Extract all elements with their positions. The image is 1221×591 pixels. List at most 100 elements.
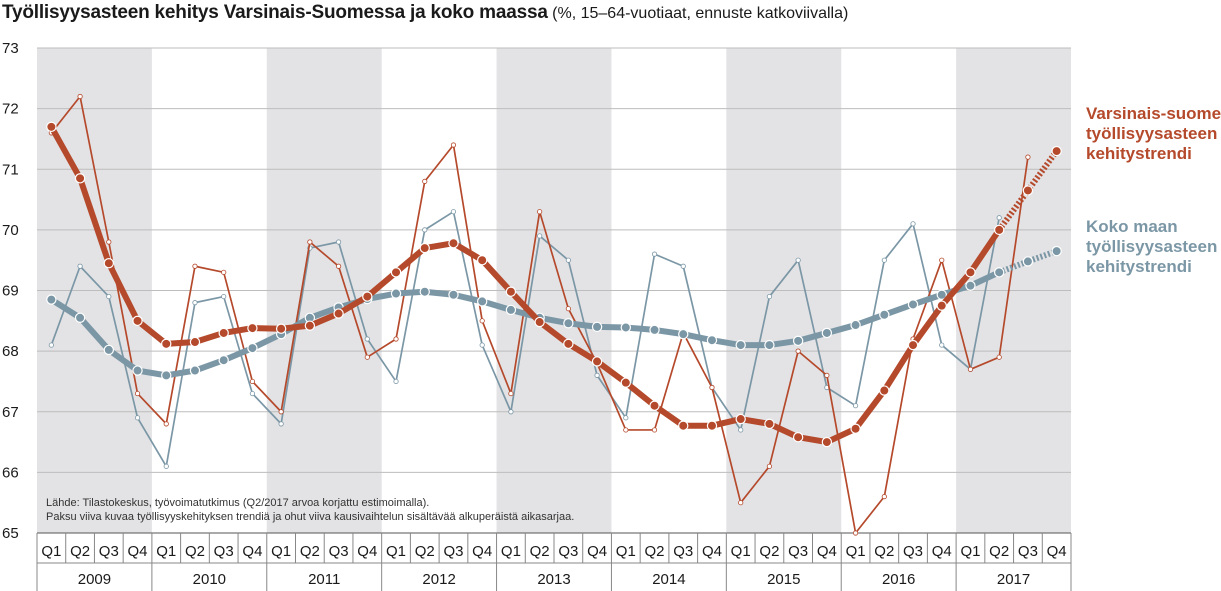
series-point-original-3-31 — [939, 342, 945, 348]
series-point-trend-2-6 — [218, 355, 229, 366]
x-tick-quarter-2010-Q4: Q4 — [242, 543, 262, 560]
x-tick-quarter-2016-Q2: Q2 — [874, 543, 894, 560]
series-point-original-3-17 — [537, 233, 543, 239]
series-point-original-3-22 — [680, 263, 686, 269]
x-tick-quarter-2012-Q2: Q2 — [415, 543, 435, 560]
series-point-trend-2-25 — [764, 339, 775, 351]
series-point-trend-0-2 — [103, 258, 115, 269]
series-point-original-3-1 — [77, 263, 83, 269]
x-tick-quarter-2016-Q4: Q4 — [932, 543, 952, 560]
series-point-original-1-32 — [967, 366, 974, 372]
series-point-trend-2-35 — [1051, 245, 1062, 257]
series-point-original-3-19 — [594, 372, 600, 378]
x-tick-quarter-2016-Q1: Q1 — [846, 543, 866, 560]
x-tick-quarter-2015-Q1: Q1 — [731, 543, 751, 560]
series-point-original-1-14 — [450, 142, 457, 148]
series-point-original-1-31 — [939, 257, 945, 263]
title-subtitle: (%, 15–64-vuotiaat, ennuste katkoviivall… — [552, 5, 849, 22]
series-point-original-1-26 — [795, 348, 801, 354]
series-point-trend-0-3 — [132, 315, 143, 327]
legend-kokomaa-trend: Koko maan työllisyysasteen kehitystrendi — [1086, 217, 1217, 277]
source-note: Lähde: Tilastokeskus, työvoimatutkimus (… — [46, 496, 574, 524]
series-point-trend-2-1 — [74, 312, 86, 323]
x-tick-quarter-2010-Q3: Q3 — [214, 543, 234, 560]
series-point-original-3-12 — [393, 378, 399, 385]
series-point-original-1-28 — [852, 530, 859, 536]
series-point-original-3-13 — [422, 227, 428, 233]
x-tick-quarter-2017-Q3: Q3 — [1018, 543, 1038, 560]
y-tick-label-65: 65 — [2, 525, 19, 542]
x-tick-year-2017: 2017 — [997, 571, 1030, 588]
series-point-trend-0-20 — [620, 377, 632, 388]
series-point-original-1-12 — [393, 336, 399, 342]
series-point-trend-2-19 — [591, 321, 603, 333]
series-point-trend-0-15 — [476, 254, 488, 266]
series-point-original-1-2 — [106, 239, 112, 245]
series-point-original-1-23 — [709, 384, 715, 391]
y-tick-label-73: 73 — [2, 40, 19, 57]
series-point-trend-2-0 — [46, 294, 57, 305]
series-point-trend-0-35 — [1051, 145, 1062, 157]
x-tick-quarter-2015-Q2: Q2 — [759, 543, 779, 560]
series-point-trend-0-17 — [534, 316, 545, 328]
x-tick-quarter-2010-Q1: Q1 — [156, 543, 176, 560]
series-point-original-3-29 — [881, 257, 887, 263]
series-point-original-3-4 — [163, 463, 169, 469]
x-tick-year-2010: 2010 — [193, 571, 226, 588]
series-point-original-1-5 — [192, 263, 198, 269]
x-tick-quarter-2015-Q4: Q4 — [817, 543, 837, 560]
series-point-trend-0-16 — [505, 286, 517, 297]
series-point-trend-2-4 — [161, 370, 172, 381]
legend-vs-line-2: työllisyysasteen — [1086, 124, 1218, 143]
x-tick-quarter-2009-Q3: Q3 — [99, 543, 119, 560]
legend-kokomaa-line-2: työllisyysasteen — [1086, 237, 1218, 256]
x-tick-quarter-2017-Q2: Q2 — [989, 543, 1009, 560]
series-point-trend-0-8 — [275, 323, 287, 334]
series-line-trend-2 — [48, 269, 1003, 379]
y-tick-label-71: 71 — [2, 161, 19, 178]
series-point-trend-0-30 — [907, 339, 919, 351]
x-tick-quarter-2011-Q1: Q1 — [271, 543, 291, 560]
series-point-trend-2-2 — [103, 344, 115, 356]
series-point-original-1-3 — [134, 390, 141, 397]
x-tick-year-2013: 2013 — [537, 571, 570, 588]
x-tick-year-2009: 2009 — [78, 571, 111, 588]
series-point-trend-2-13 — [419, 286, 430, 297]
x-tick-quarter-2012-Q4: Q4 — [472, 543, 492, 560]
series-point-trend-0-12 — [390, 267, 402, 278]
series-point-trend-2-33 — [993, 267, 1005, 278]
x-tick-quarter-2017-Q1: Q1 — [960, 543, 980, 560]
series-point-trend-0-31 — [936, 300, 947, 311]
series-point-original-3-16 — [508, 409, 514, 415]
y-tick-label-70: 70 — [2, 222, 19, 239]
series-point-original-1-4 — [163, 421, 169, 427]
y-tick-label-68: 68 — [2, 343, 19, 360]
x-tick-year-2011: 2011 — [308, 571, 340, 588]
series-point-trend-0-28 — [850, 423, 861, 434]
series-point-original-3-7 — [249, 390, 256, 397]
y-tick-label-66: 66 — [2, 464, 19, 481]
series-point-trend-0-29 — [879, 385, 890, 396]
x-tick-quarter-2009-Q2: Q2 — [70, 543, 90, 560]
series-point-original-1-17 — [537, 209, 543, 215]
series-point-original-1-8 — [278, 409, 284, 415]
series-point-trend-0-21 — [649, 400, 660, 411]
legend-vs-line-3: kehitystrendi — [1086, 144, 1192, 163]
series-point-original-1-9 — [307, 239, 313, 245]
series-point-original-1-15 — [479, 318, 485, 324]
series-point-original-1-10 — [335, 263, 342, 269]
legend-vs-trend: Varsinais-suomen työllisyysasteen kehity… — [1086, 104, 1221, 164]
series-point-trend-2-29 — [879, 309, 890, 320]
series-point-original-1-20 — [623, 427, 629, 433]
series-line-original-3 — [50, 210, 1001, 468]
series-point-original-1-16 — [508, 390, 514, 397]
series-point-original-1-27 — [824, 372, 830, 378]
series-point-trend-0-25 — [764, 418, 775, 430]
series-point-trend-0-1 — [74, 173, 86, 184]
y-tick-label-72: 72 — [2, 101, 19, 118]
title-main: Työllisyysasteen kehitys Varsinais-Suome… — [2, 2, 548, 23]
series-point-trend-2-16 — [505, 304, 517, 316]
x-tick-quarter-2011-Q3: Q3 — [329, 543, 349, 560]
series-point-original-1-29 — [881, 494, 887, 500]
series-point-trend-0-13 — [419, 242, 430, 254]
